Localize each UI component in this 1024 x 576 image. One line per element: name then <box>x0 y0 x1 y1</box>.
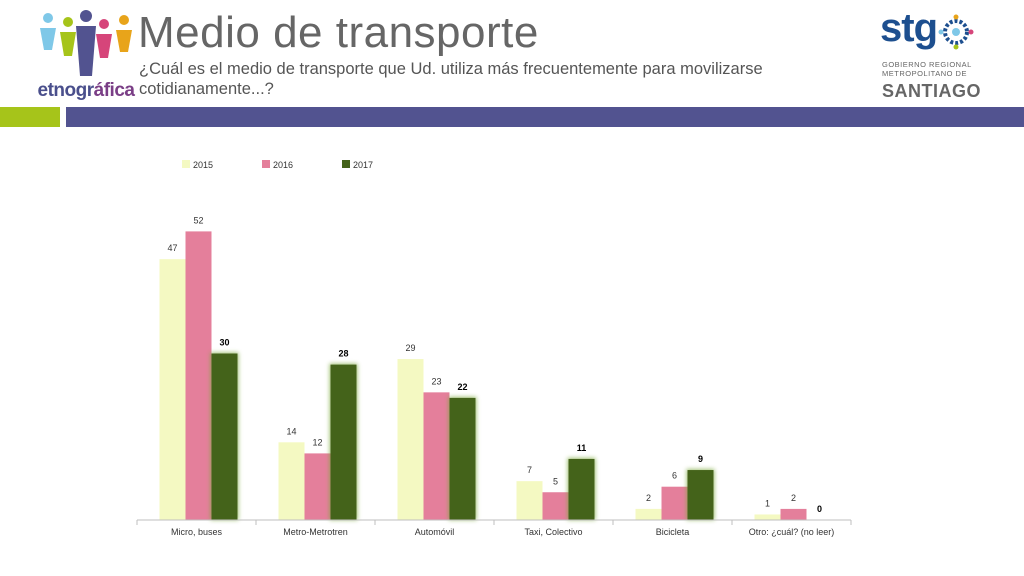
header-band-accent <box>0 107 60 127</box>
bar-2015-2 <box>397 359 424 520</box>
data-label-2016-0: 52 <box>193 215 203 225</box>
bar-2017-2 <box>449 397 476 520</box>
legend-label-2015: 2015 <box>193 160 213 170</box>
etnografica-wordmark: etnográfica <box>37 80 135 101</box>
bar-2016-4 <box>661 486 688 520</box>
bar-2017-3 <box>568 458 595 520</box>
bar-2015-0 <box>159 259 186 520</box>
category-label-1: Metro-Metrotren <box>283 527 348 537</box>
compass-icon <box>938 14 974 50</box>
bar-2016-5 <box>780 508 807 520</box>
data-label-2016-2: 23 <box>431 376 441 386</box>
category-label-5: Otro: ¿cuál? (no leer) <box>749 527 835 537</box>
category-label-0: Micro, buses <box>171 527 223 537</box>
legend-label-2017: 2017 <box>353 160 373 170</box>
bar-2015-4 <box>635 508 662 520</box>
people-figures-icon <box>40 10 132 76</box>
data-label-2017-4: 9 <box>698 454 703 464</box>
legend-swatch-2015 <box>182 160 190 168</box>
category-label-2: Automóvil <box>415 527 455 537</box>
bar-2015-5 <box>754 514 781 520</box>
data-label-2016-4: 6 <box>672 471 677 481</box>
organization-city: SANTIAGO <box>882 81 982 101</box>
bar-2016-1 <box>304 453 331 520</box>
bar-2015-3 <box>516 481 543 520</box>
bar-2016-0 <box>185 231 212 520</box>
data-label-2017-5: 0 <box>817 504 822 514</box>
data-label-2015-2: 29 <box>405 343 415 353</box>
data-label-2015-1: 14 <box>286 426 296 436</box>
page-title: Medio de transporte <box>138 8 539 57</box>
data-label-2016-3: 5 <box>553 476 558 486</box>
stgo-wordmark: stg <box>880 6 938 50</box>
legend-swatch-2016 <box>262 160 270 168</box>
header-band <box>66 107 1024 127</box>
data-label-2015-0: 47 <box>167 243 177 253</box>
bar-2015-1 <box>278 442 305 520</box>
bar-2017-0 <box>211 353 238 520</box>
legend-swatch-2017 <box>342 160 350 168</box>
data-label-2016-5: 2 <box>791 493 796 503</box>
legend-label-2016: 2016 <box>273 160 293 170</box>
etnografica-logo: etnográfica <box>34 10 138 101</box>
data-label-2016-1: 12 <box>312 437 322 447</box>
organization-name: GOBIERNO REGIONAL METROPOLITANO DE <box>882 60 972 78</box>
data-label-2015-3: 7 <box>527 465 532 475</box>
category-label-4: Bicicleta <box>656 527 690 537</box>
data-label-2015-5: 1 <box>765 498 770 508</box>
bar-2017-4 <box>687 470 714 520</box>
chart-legend: 2015 2016 2017 <box>182 160 373 170</box>
data-label-2017-2: 22 <box>457 382 467 392</box>
stgo-logo: stg GOBIERNO REGIONAL METROPOLITANO DE S… <box>876 6 986 101</box>
data-label-2017-3: 11 <box>577 443 587 453</box>
data-label-2017-0: 30 <box>219 338 229 348</box>
chart-axis: Micro, buses Metro-Metrotren Automóvil Taxi… <box>136 519 852 537</box>
bar-2017-1 <box>330 364 357 520</box>
bar-2016-2 <box>423 392 450 520</box>
bar-2016-3 <box>542 492 569 520</box>
data-label-2015-4: 2 <box>646 493 651 503</box>
category-label-3: Taxi, Colectivo <box>524 527 582 537</box>
page-subtitle: ¿Cuál es el medio de transporte que Ud. … <box>139 60 763 98</box>
data-label-2017-1: 28 <box>338 349 348 359</box>
